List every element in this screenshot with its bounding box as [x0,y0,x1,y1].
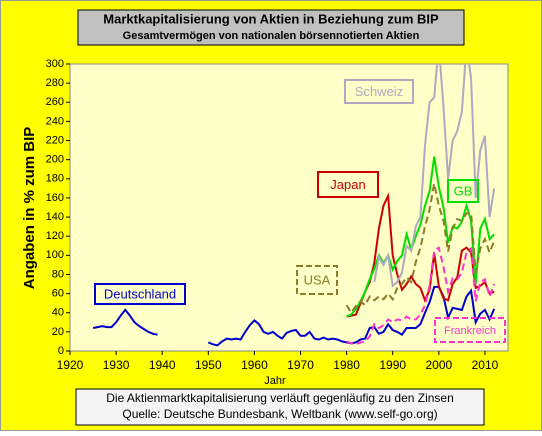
x-tick-label: 1970 [287,358,314,372]
y-tick-label: 120 [46,230,64,242]
title-box [77,9,465,46]
y-tick-label: 20 [52,326,64,338]
x-tick-label: 2010 [472,358,499,372]
y-tick-label: 280 [46,77,64,89]
y-tick-label: 100 [46,249,64,261]
series-line [346,156,495,318]
legend-label: Frankreich [444,325,496,337]
x-tick-label: 1940 [149,358,176,372]
chart-title: Marktkapitalisierung von Aktien in Bezie… [103,11,439,26]
series-line [373,64,496,288]
x-tick-label: 1950 [195,358,222,372]
y-tick-label: 80 [52,268,64,280]
y-tick-label: 220 [46,134,64,146]
y-tick-label: 180 [46,173,64,185]
y-tick-label: 40 [52,307,64,319]
x-tick-label: 1990 [379,358,406,372]
legend-label: Deutschland [104,286,176,301]
y-tick-label: 160 [46,192,64,204]
series-line [346,246,496,346]
chart-subtitle: Gesamtvermögen von nationalen börsennoti… [123,30,420,42]
y-axis-label: Angaben in % zum BIP [21,127,38,290]
y-tick-label: 240 [46,115,64,127]
y-tick-label: 300 [46,58,64,70]
y-tick-label: 140 [46,211,64,223]
legend-box [317,171,379,198]
legend-box [344,79,414,104]
legend-box [94,283,186,305]
x-tick-label: 1980 [333,358,360,372]
legend-box [447,179,479,203]
legend-box [296,265,338,295]
legend-box [434,317,506,343]
y-tick-label: 260 [46,96,64,108]
series-line [92,308,158,336]
legend-label: USA [304,272,331,287]
footer-box [75,388,485,426]
y-tick-label: 0 [58,345,64,357]
y-tick-label: 60 [52,288,64,300]
legend-label: Schweiz [355,84,403,99]
legend-label: GB [454,183,473,198]
legend-label: Japan [330,177,365,192]
x-tick-label: 1960 [241,358,268,372]
x-tick-label: 1930 [103,358,130,372]
x-tick-label: 1920 [57,358,84,372]
footer-text: Die Aktienmarktkapitalisierung verläuft … [106,391,454,405]
x-tick-label: 2000 [425,358,452,372]
series-group [92,64,496,347]
plot-area [69,63,509,352]
y-tick-label: 200 [46,154,64,166]
footer-text: Quelle: Deutsche Bundesbank, Weltbank (w… [122,407,437,421]
x-axis-label: Jahr [264,375,286,387]
